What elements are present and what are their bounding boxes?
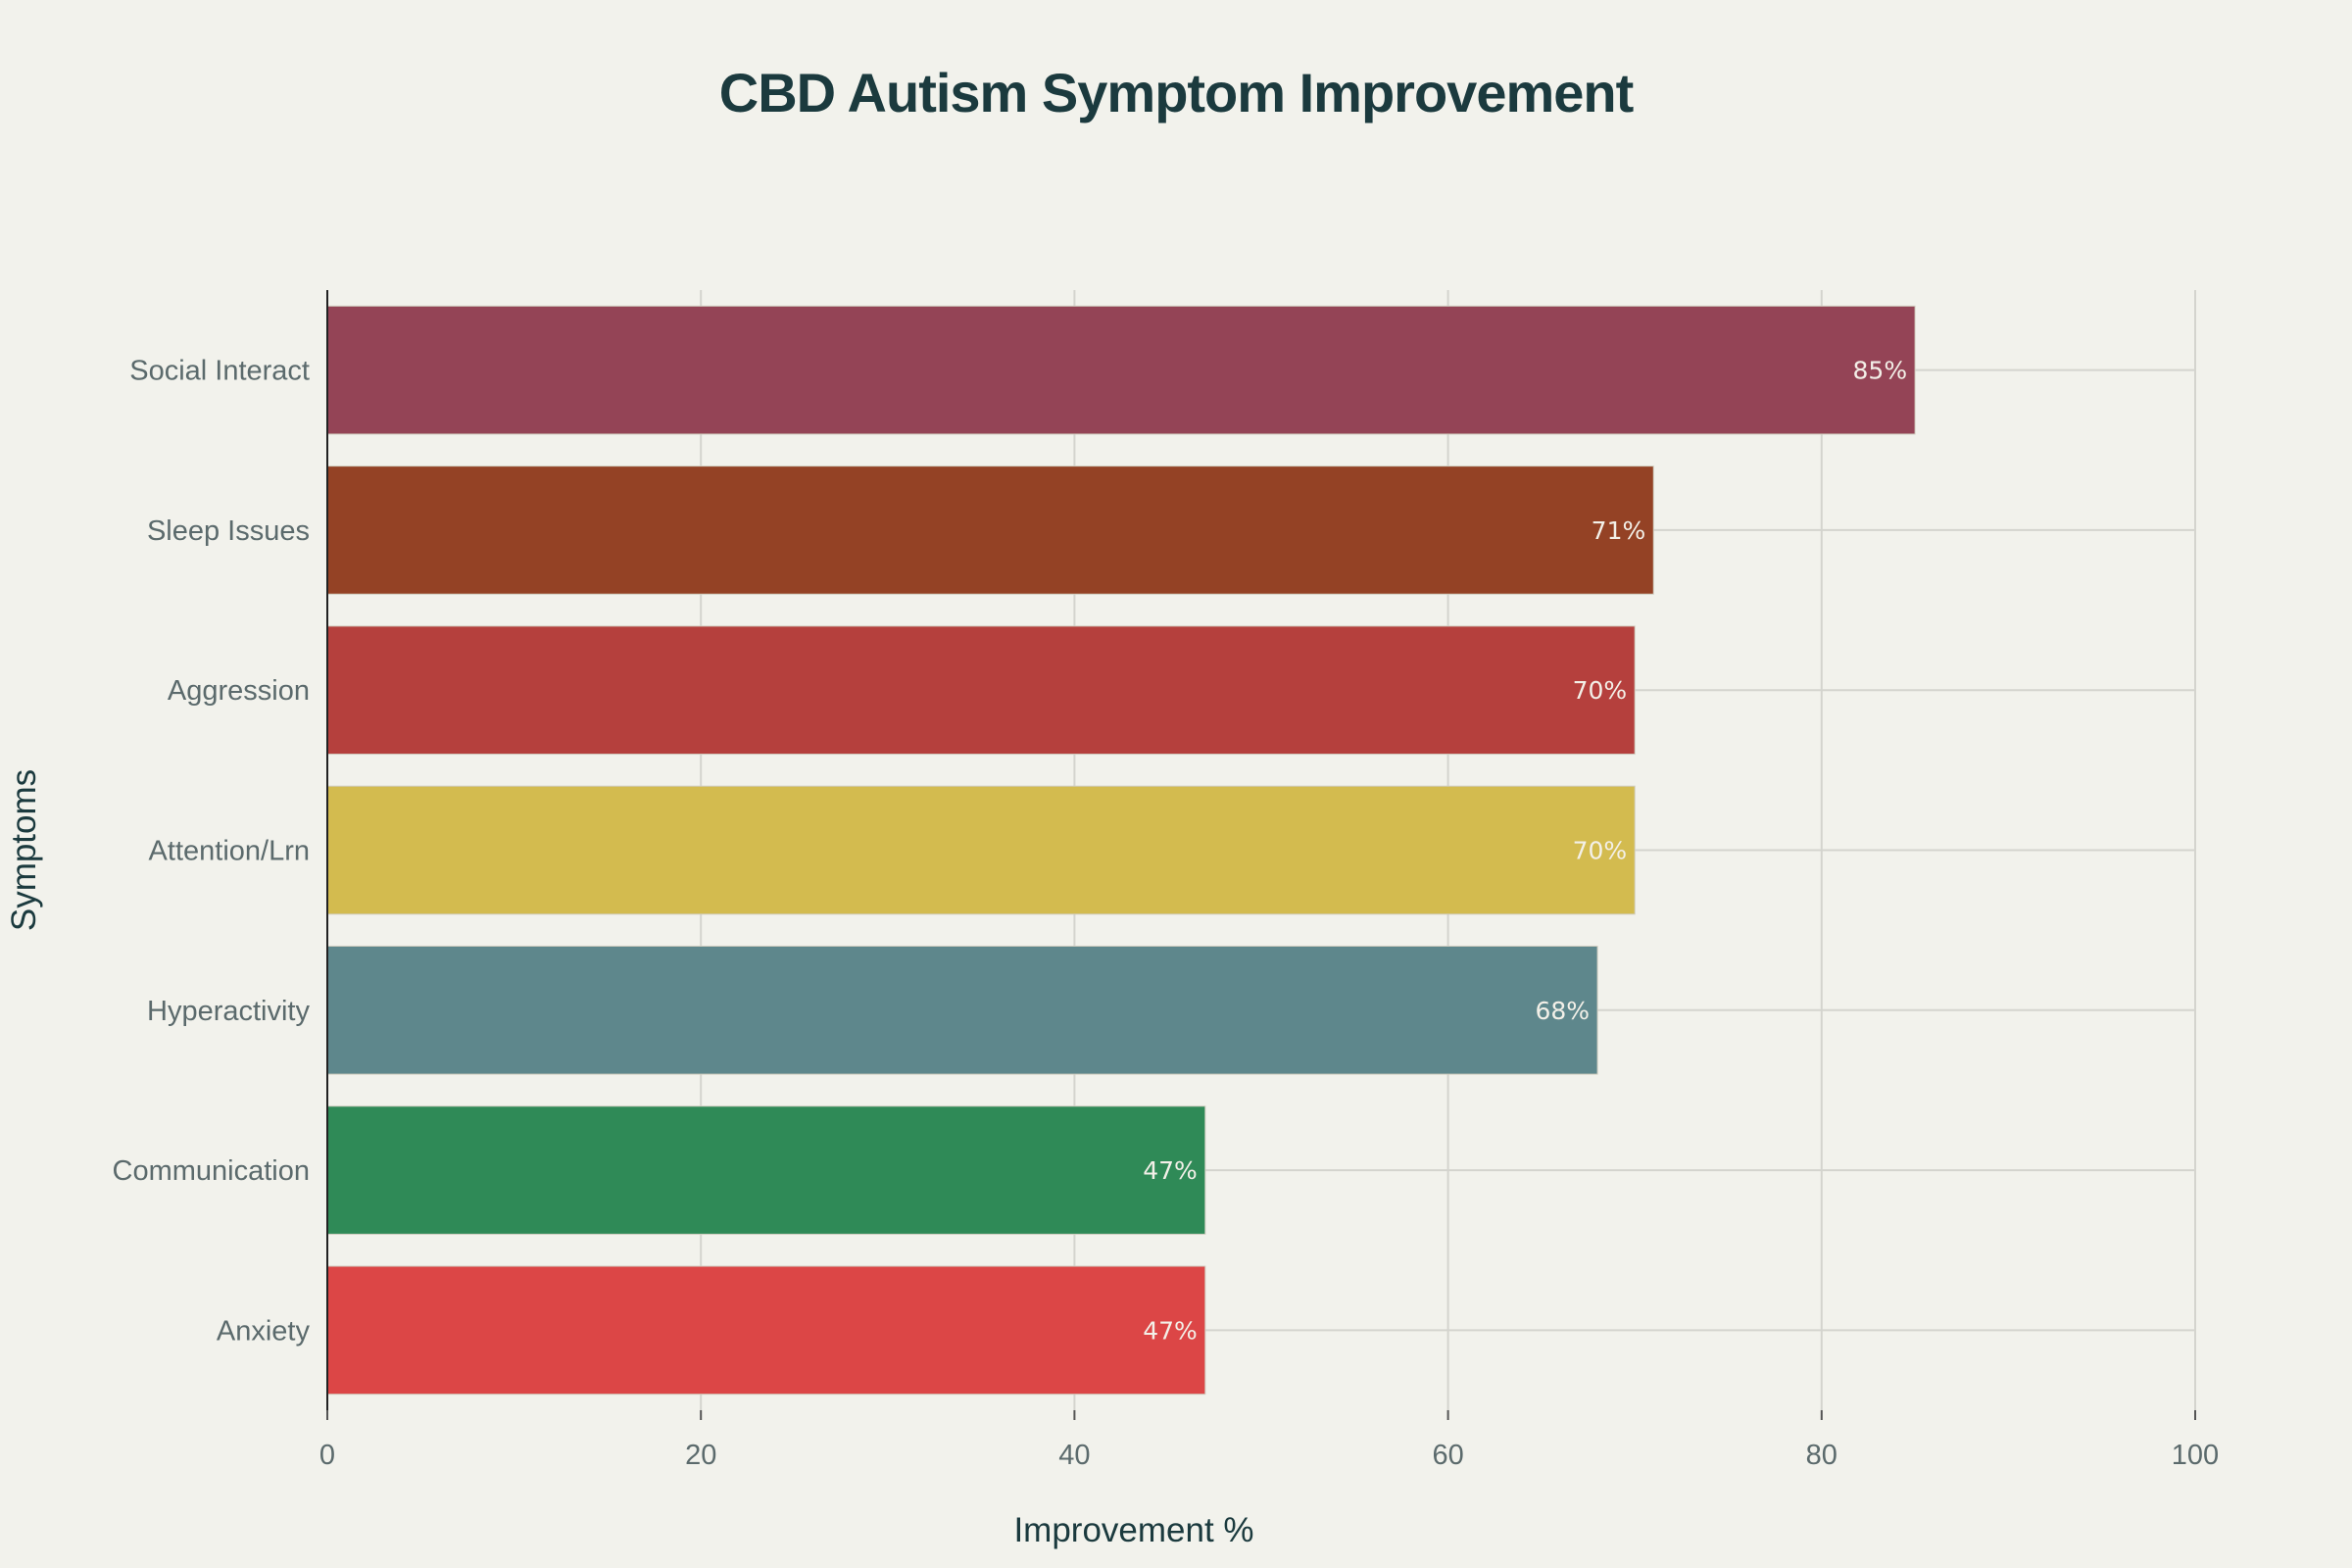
x-axis-title: Improvement %	[1013, 1511, 1253, 1549]
data-label: 70%	[1573, 676, 1628, 705]
x-tick-label: 60	[1432, 1440, 1463, 1471]
x-tick-label: 0	[319, 1440, 335, 1471]
data-label: 47%	[1143, 1156, 1198, 1185]
y-tick-label: Communication	[113, 1155, 310, 1187]
x-tick-label: 80	[1806, 1440, 1838, 1471]
x-tick-label: 20	[685, 1440, 716, 1471]
bar-aggression	[326, 625, 1636, 756]
data-label: 70%	[1573, 837, 1628, 865]
data-label: 71%	[1592, 516, 1646, 545]
bar-anxiety	[326, 1265, 1206, 1396]
y-tick-label: Social Interact	[129, 356, 310, 387]
y-tick-label: Sleep Issues	[147, 515, 310, 547]
bar-hyperactivity	[326, 945, 1598, 1075]
data-label: 85%	[1853, 357, 1908, 385]
y-tick-label: Aggression	[168, 675, 310, 707]
y-tick-label: Anxiety	[217, 1315, 311, 1347]
x-tick-label: 100	[2172, 1440, 2219, 1471]
y-axis-title: Symptoms	[5, 769, 43, 931]
data-label: 68%	[1536, 997, 1591, 1025]
y-tick-label: Attention/Lrn	[149, 836, 310, 867]
x-tick-label: 40	[1058, 1440, 1090, 1471]
bar-social-interact	[326, 305, 1916, 435]
chart-title: CBD Autism Symptom Improvement	[718, 62, 1635, 123]
bar-attention-lrn	[326, 785, 1636, 915]
bar-communication	[326, 1105, 1206, 1235]
bar-sleep-issues	[326, 466, 1654, 595]
data-label: 47%	[1143, 1316, 1198, 1345]
y-tick-label: Hyperactivity	[147, 996, 310, 1027]
